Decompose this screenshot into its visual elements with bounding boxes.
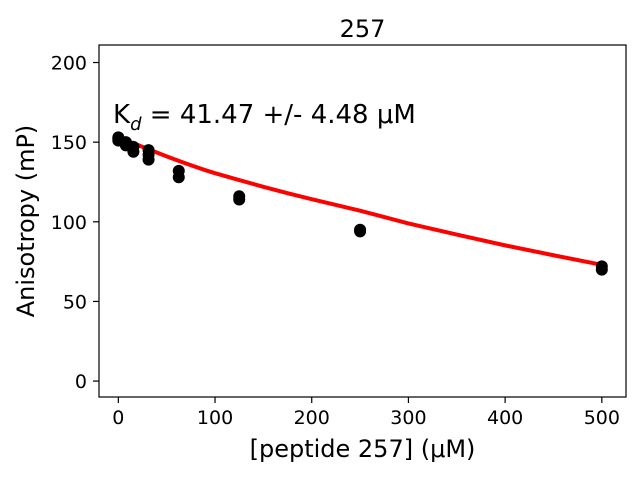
- data-point: [233, 193, 246, 206]
- x-axis-label: [peptide 257] (μM): [250, 435, 476, 463]
- kd-annotation: Kd = 41.47 +/- 4.48 μM: [113, 100, 416, 135]
- x-tick-label: 300: [390, 407, 426, 429]
- x-tick-label: 400: [487, 407, 523, 429]
- x-tick-label: 200: [294, 407, 330, 429]
- y-tick-label: 100: [51, 212, 87, 234]
- data-point: [354, 225, 367, 238]
- fit-curve: [117, 135, 603, 267]
- x-tick-label: 100: [197, 407, 233, 429]
- data-point: [172, 171, 185, 184]
- y-tick-label: 150: [51, 132, 87, 154]
- kd-subscript: d: [130, 114, 142, 135]
- x-tick-label: 0: [112, 407, 124, 429]
- plot-frame: [98, 44, 627, 398]
- y-axis-label: Anisotropy (mP): [12, 125, 40, 318]
- y-tick-label: 200: [51, 53, 87, 75]
- kd-value: = 41.47 +/- 4.48 μM: [142, 100, 416, 130]
- data-point: [142, 153, 155, 166]
- chart-title: 257: [340, 15, 386, 43]
- data-point: [595, 263, 608, 276]
- plot-area: 0 100 200 300 400 500 0 50 100 150 200: [51, 44, 627, 429]
- data-point: [127, 145, 140, 158]
- kd-symbol: K: [113, 100, 131, 130]
- y-tick-label: 50: [63, 291, 87, 313]
- y-tick-label: 0: [75, 371, 87, 393]
- x-tick-label: 500: [584, 407, 620, 429]
